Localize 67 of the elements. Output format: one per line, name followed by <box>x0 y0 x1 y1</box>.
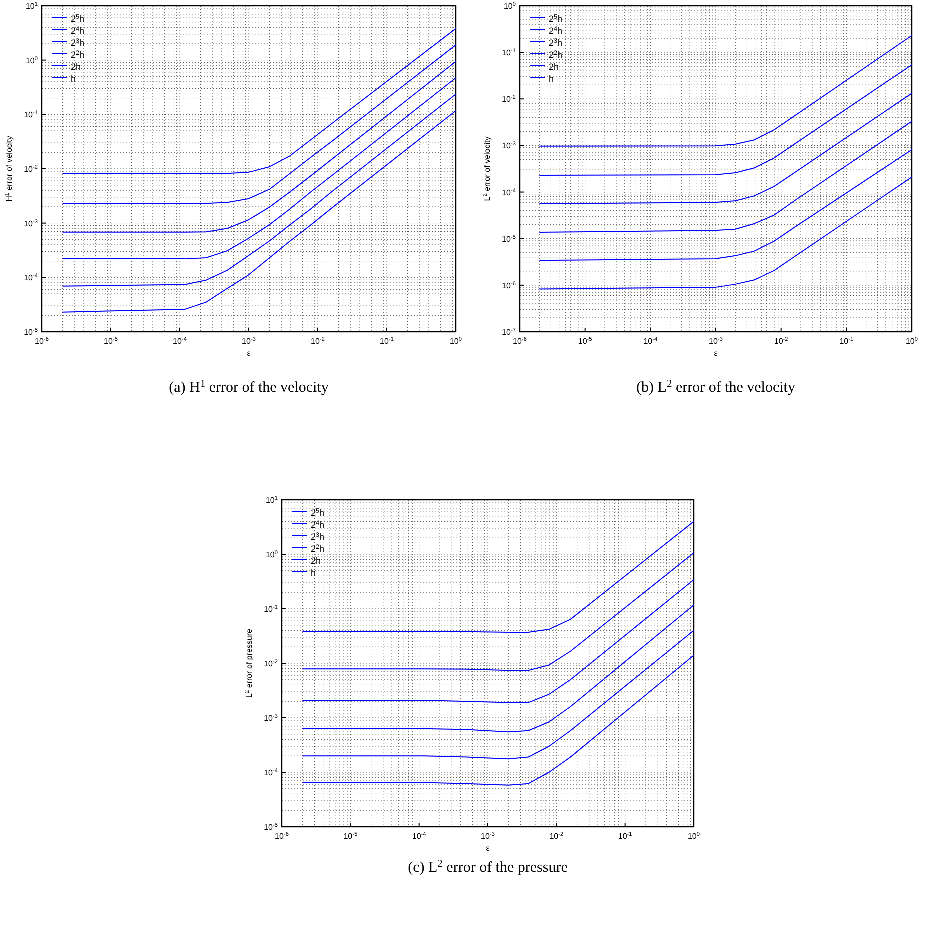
legend-label: 2$^{5}$h <box>71 14 85 24</box>
x-tick-label: 10$^{0}$ <box>906 337 918 346</box>
x-tick-label: 10$^{-1}$ <box>618 832 632 841</box>
y-tick-label: 10$^{1}$ <box>266 496 278 505</box>
legend-label: h <box>311 568 316 578</box>
legend-label: 2$^{3}$h <box>549 38 563 48</box>
text: (c) L$^{2}$ error of the pressure <box>408 858 568 876</box>
x-tick-label: 10$^{-1}$ <box>840 337 854 346</box>
x-tick-label: 10$^{-5}$ <box>344 832 358 841</box>
y-tick-label: 10$^{-5}$ <box>502 234 516 244</box>
y-tick-label: 10$^{-4}$ <box>502 188 516 198</box>
x-tick-label: 10$^{-1}$ <box>380 337 394 346</box>
legend-label: 2$^{3}$h <box>71 38 85 48</box>
y-tick-label: 10$^{-6}$ <box>502 281 516 290</box>
y-tick-label: 10$^{0}$ <box>266 550 278 560</box>
legend-label: 2$^{4}$h <box>549 26 563 36</box>
legend-label: 2$^{2}$h <box>549 50 563 60</box>
text: (a) H$^{1}$ error of the velocity <box>169 378 330 396</box>
legend-label: 2h <box>71 62 82 72</box>
x-tick-label: 10$^{-6}$ <box>275 832 289 841</box>
x-axis-title: ε <box>247 349 252 358</box>
y-tick-label: 10$^{-7}$ <box>502 328 516 337</box>
x-tick-label: 10$^{-3}$ <box>242 337 256 346</box>
x-tick-label: 10$^{0}$ <box>450 337 462 346</box>
y-tick-label: 10$^{0}$ <box>504 2 516 11</box>
legend-label: 2h <box>549 62 560 72</box>
text: (b) L$^{2}$ error of the velocity <box>636 378 796 396</box>
legend-label: h <box>71 74 76 84</box>
x-tick-label: 10$^{-2}$ <box>311 337 325 346</box>
y-tick-label: 10$^{-4}$ <box>264 768 278 778</box>
x-tick-label: 10$^{-2}$ <box>550 832 564 841</box>
y-tick-label: 10$^{-5}$ <box>24 328 38 337</box>
legend-label: 2$^{3}$h <box>311 532 325 542</box>
legend-label: 2$^{4}$h <box>71 26 85 36</box>
x-tick-label: 10$^{-5}$ <box>104 337 118 346</box>
x-axis-title: ε <box>486 844 490 853</box>
legend-label: 2h <box>311 556 322 566</box>
x-tick-label: 10$^{-3}$ <box>481 832 495 841</box>
y-tick-label: 10$^{-1}$ <box>24 110 38 120</box>
legend-label: 2$^{2}$h <box>71 50 85 60</box>
y-tick-label: 10$^{-1}$ <box>264 605 278 614</box>
y-tick-label: 10$^{-2}$ <box>264 660 278 668</box>
legend-label: 2$^{4}$h <box>311 520 325 530</box>
x-tick-label: 10$^{-4}$ <box>412 832 426 841</box>
legend-label: 2$^{5}$h <box>549 14 563 24</box>
x-axis-title: ε <box>714 349 718 358</box>
y-tick-label: 10$^{-2}$ <box>24 165 38 174</box>
y-tick-label: 10$^{1}$ <box>26 2 38 11</box>
x-tick-label: 10$^{-2}$ <box>774 337 788 346</box>
x-tick-label: 10$^{-6}$ <box>513 337 527 346</box>
x-tick-label: 10$^{-5}$ <box>578 337 592 346</box>
y-tick-label: 10$^{-3}$ <box>502 142 516 151</box>
y-tick-label: 10$^{-3}$ <box>264 714 278 723</box>
y-tick-label: 10$^{-4}$ <box>24 274 38 283</box>
x-tick-label: 10$^{0}$ <box>688 832 700 841</box>
y-tick-label: 10$^{-5}$ <box>264 823 278 832</box>
legend-label: 2$^{2}$h <box>311 544 325 554</box>
y-tick-label: 10$^{-1}$ <box>502 48 516 58</box>
x-tick-label: 10$^{-6}$ <box>35 337 49 346</box>
y-tick-label: 10$^{-2}$ <box>502 95 516 104</box>
legend-label: 2$^{5}$h <box>311 508 325 518</box>
y-tick-label: 10$^{-3}$ <box>24 219 38 228</box>
y-tick-label: 10$^{0}$ <box>26 56 38 66</box>
x-tick-label: 10$^{-4}$ <box>173 337 187 346</box>
x-tick-label: 10$^{-3}$ <box>709 337 723 346</box>
x-tick-label: 10$^{-4}$ <box>644 337 658 346</box>
legend-label: h <box>549 74 554 84</box>
